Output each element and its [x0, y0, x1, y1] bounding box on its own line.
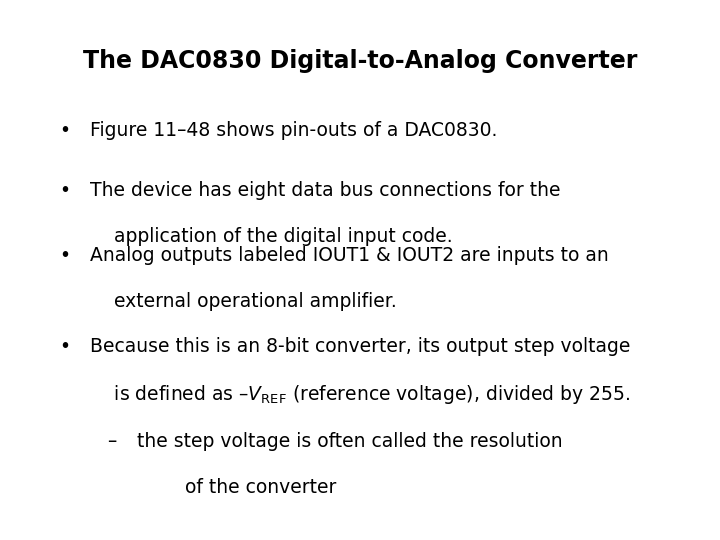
Text: The device has eight data bus connections for the: The device has eight data bus connection… [90, 181, 560, 200]
Text: •: • [59, 181, 71, 200]
Text: application of the digital input code.: application of the digital input code. [90, 227, 453, 246]
Text: The DAC0830 Digital-to-Analog Converter: The DAC0830 Digital-to-Analog Converter [83, 49, 637, 72]
Text: external operational amplifier.: external operational amplifier. [90, 292, 397, 310]
Text: •: • [59, 246, 71, 265]
Text: Analog outputs labeled IOUT1 & IOUT2 are inputs to an: Analog outputs labeled IOUT1 & IOUT2 are… [90, 246, 608, 265]
Text: Figure 11–48 shows pin-outs of a DAC0830.: Figure 11–48 shows pin-outs of a DAC0830… [90, 122, 498, 140]
Text: •: • [59, 122, 71, 140]
Text: Because this is an 8-bit converter, its output step voltage: Because this is an 8-bit converter, its … [90, 338, 631, 356]
Text: the step voltage is often called the resolution: the step voltage is often called the res… [137, 432, 562, 451]
Text: •: • [59, 338, 71, 356]
Text: –: – [107, 432, 116, 451]
Text: of the converter: of the converter [137, 478, 336, 497]
Text: is defined as –$V_{\mathrm{REF}}$ (reference voltage), divided by 255.: is defined as –$V_{\mathrm{REF}}$ (refer… [90, 383, 631, 407]
